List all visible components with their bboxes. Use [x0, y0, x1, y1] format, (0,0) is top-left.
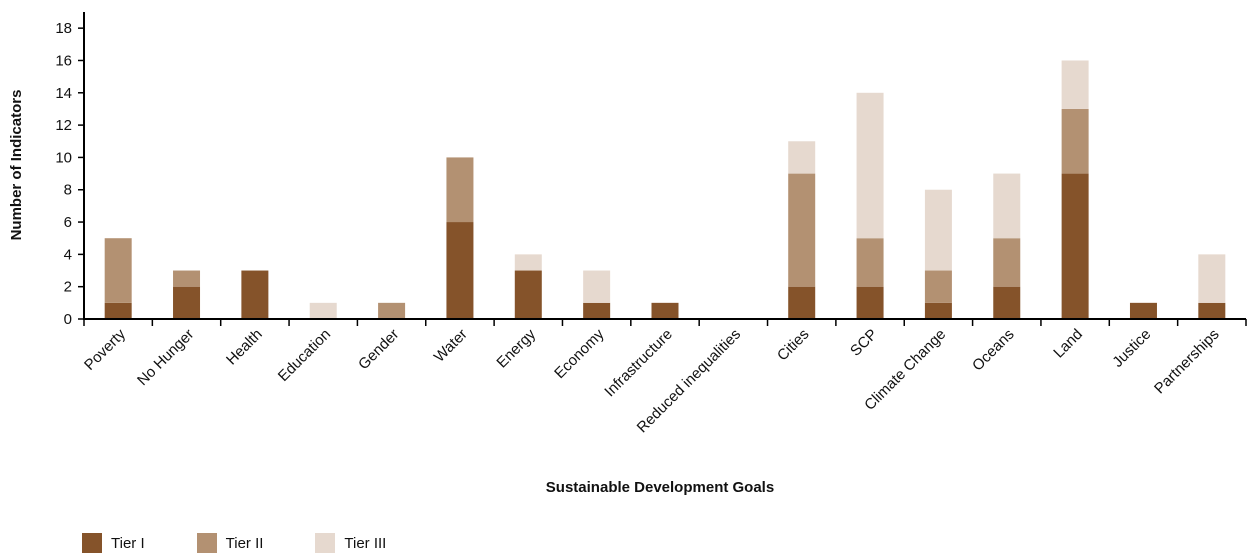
y-tick-label: 6 [64, 214, 72, 231]
x-tick-label-economy: Economy [551, 325, 608, 382]
bar-education-tier-3 [309, 302, 337, 319]
x-tick-label-water: Water [431, 326, 471, 366]
y-tick-label: 10 [55, 149, 72, 166]
bar-gender-tier-2 [378, 302, 406, 319]
legend-swatch-tier-1 [82, 533, 102, 553]
y-tick-label: 18 [55, 20, 72, 37]
y-tick-label: 8 [64, 182, 72, 199]
x-tick-label-cities: Cities [774, 326, 813, 365]
bar-scp-tier-3 [856, 92, 884, 239]
bar-economy-tier-1 [583, 302, 611, 319]
y-tick-label: 16 [55, 52, 72, 69]
x-tick-label-gender: Gender [355, 326, 402, 373]
bar-health-tier-1 [241, 270, 269, 319]
legend-label-tier-1: Tier I [111, 534, 145, 552]
legend-swatch-tier-3 [315, 533, 336, 553]
bar-oceans-tier-2 [993, 238, 1021, 287]
bar-land-tier-1 [1061, 173, 1089, 319]
bar-justice-tier-1 [1129, 302, 1157, 319]
bar-water-tier-2 [446, 157, 474, 223]
x-tick-label-infrastructure: Infrastructure [601, 326, 676, 401]
legend-label-tier-2: Tier II [225, 534, 264, 552]
legend-swatch-tier-2 [196, 533, 217, 553]
bar-oceans-tier-3 [993, 173, 1021, 239]
bar-scp-tier-1 [856, 286, 884, 319]
bar-water-tier-1 [446, 222, 474, 319]
bar-cities-tier-2 [788, 173, 816, 287]
legend: Tier I Tier II Tier III [82, 533, 438, 553]
legend-label-tier-3: Tier III [344, 534, 387, 552]
legend-item-tier-1: Tier I [82, 533, 145, 553]
bar-climate-change-tier-2 [924, 270, 952, 303]
axes-layer [83, 12, 1246, 320]
bar-infrastructure-tier-1 [651, 302, 679, 319]
bar-no-hunger-tier-1 [173, 286, 201, 319]
bar-poverty-tier-1 [104, 302, 132, 319]
x-ticks-layer: Poverty No Hunger Health Education Gender Wat… [81, 319, 1247, 436]
bar-energy-tier-3 [514, 254, 542, 271]
x-tick-label-oceans: Oceans [969, 326, 1018, 375]
x-tick-label-energy: Energy [493, 325, 539, 371]
x-tick-label-scp: SCP [847, 326, 881, 360]
bar-climate-change-tier-1 [924, 302, 952, 319]
y-ticks-layer: 0 2 4 6 8 10 12 14 16 18 [55, 20, 84, 328]
bar-partnerships-tier-1 [1198, 302, 1226, 319]
stacked-bar-chart: 0 2 4 6 8 10 12 14 16 18 Poverty No Hunger Health Ed… [8, 12, 1247, 496]
bars-layer [104, 60, 1226, 319]
y-tick-label: 2 [64, 279, 72, 296]
bar-partnerships-tier-3 [1198, 254, 1226, 303]
bar-land-tier-2 [1061, 108, 1089, 174]
bar-no-hunger-tier-2 [173, 270, 201, 287]
x-tick-label-poverty: Poverty [81, 325, 129, 373]
x-tick-label-land: Land [1050, 326, 1086, 362]
y-axis-title: Number of Indicators [8, 90, 25, 241]
bar-cities-tier-1 [788, 286, 816, 319]
bar-cities-tier-3 [788, 141, 816, 174]
x-tick-label-partnerships: Partnerships [1151, 326, 1223, 398]
legend-item-tier-2: Tier II [196, 533, 264, 553]
y-tick-label: 0 [64, 311, 72, 328]
x-tick-label-education: Education [275, 326, 334, 385]
y-tick-label: 14 [55, 85, 72, 102]
x-axis-title: Sustainable Development Goals [546, 479, 774, 496]
y-tick-label: 4 [64, 246, 72, 263]
bar-land-tier-3 [1061, 60, 1089, 109]
legend-item-tier-3: Tier III [315, 533, 386, 553]
bar-poverty-tier-2 [104, 238, 132, 303]
y-tick-label: 12 [55, 117, 72, 134]
bar-energy-tier-1 [514, 270, 542, 319]
x-tick-label-health: Health [223, 326, 266, 369]
bar-oceans-tier-1 [993, 286, 1021, 319]
x-tick-label-justice: Justice [1109, 326, 1154, 371]
bar-economy-tier-3 [583, 270, 611, 303]
x-tick-label-no-hunger: No Hunger [134, 326, 197, 389]
bar-climate-change-tier-3 [924, 189, 952, 271]
bar-scp-tier-2 [856, 238, 884, 287]
